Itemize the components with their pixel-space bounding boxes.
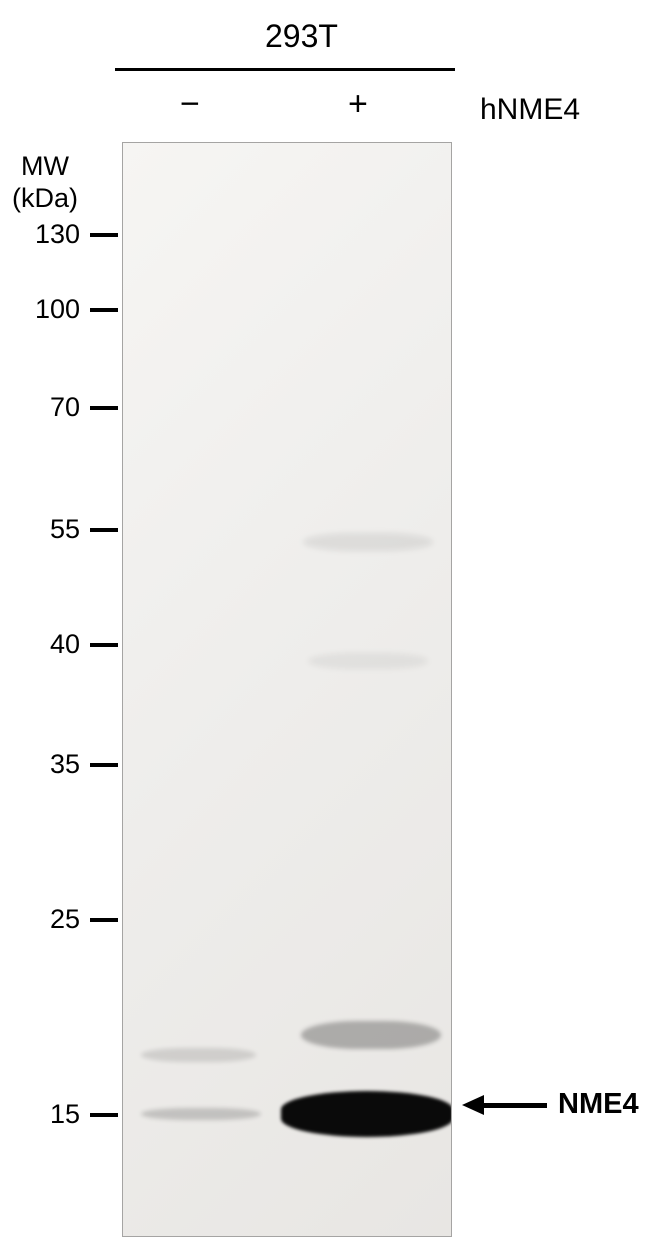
mw-tick <box>90 233 118 237</box>
mw-header-line2: (kDa) <box>12 182 78 214</box>
cell-line-label: 293T <box>265 18 338 55</box>
mw-header-line1: MW <box>12 150 78 182</box>
mw-label: 130 <box>35 219 80 250</box>
mw-tick <box>90 406 118 410</box>
mw-label: 55 <box>50 514 80 545</box>
band <box>308 653 428 669</box>
mw-label: 40 <box>50 629 80 660</box>
transfected-protein-label: hNME4 <box>480 93 580 127</box>
lane-minus-symbol: − <box>180 85 200 124</box>
lane-plus-symbol: + <box>348 85 368 124</box>
mw-label: 15 <box>50 1099 80 1130</box>
mw-axis-header: MW (kDa) <box>12 150 78 215</box>
mw-tick <box>90 308 118 312</box>
band <box>303 533 433 551</box>
target-protein-label: NME4 <box>558 1088 639 1121</box>
band <box>281 1091 452 1137</box>
cell-line-underline <box>115 68 455 71</box>
mw-label: 25 <box>50 904 80 935</box>
mw-label: 100 <box>35 294 80 325</box>
arrow-head-icon <box>462 1095 484 1115</box>
mw-tick <box>90 528 118 532</box>
blot-membrane <box>122 142 452 1237</box>
mw-tick <box>90 763 118 767</box>
band <box>301 1021 441 1049</box>
mw-tick <box>90 918 118 922</box>
target-arrow <box>462 1095 547 1115</box>
mw-label: 70 <box>50 392 80 423</box>
arrow-shaft <box>484 1103 547 1108</box>
blot-background <box>123 143 451 1236</box>
mw-tick <box>90 1113 118 1117</box>
band <box>141 1048 256 1062</box>
western-blot-figure: 293T − + hNME4 MW (kDa) 130 100 70 55 40 35 25… <box>0 0 650 1257</box>
mw-label: 35 <box>50 749 80 780</box>
mw-tick <box>90 643 118 647</box>
band <box>141 1108 261 1120</box>
